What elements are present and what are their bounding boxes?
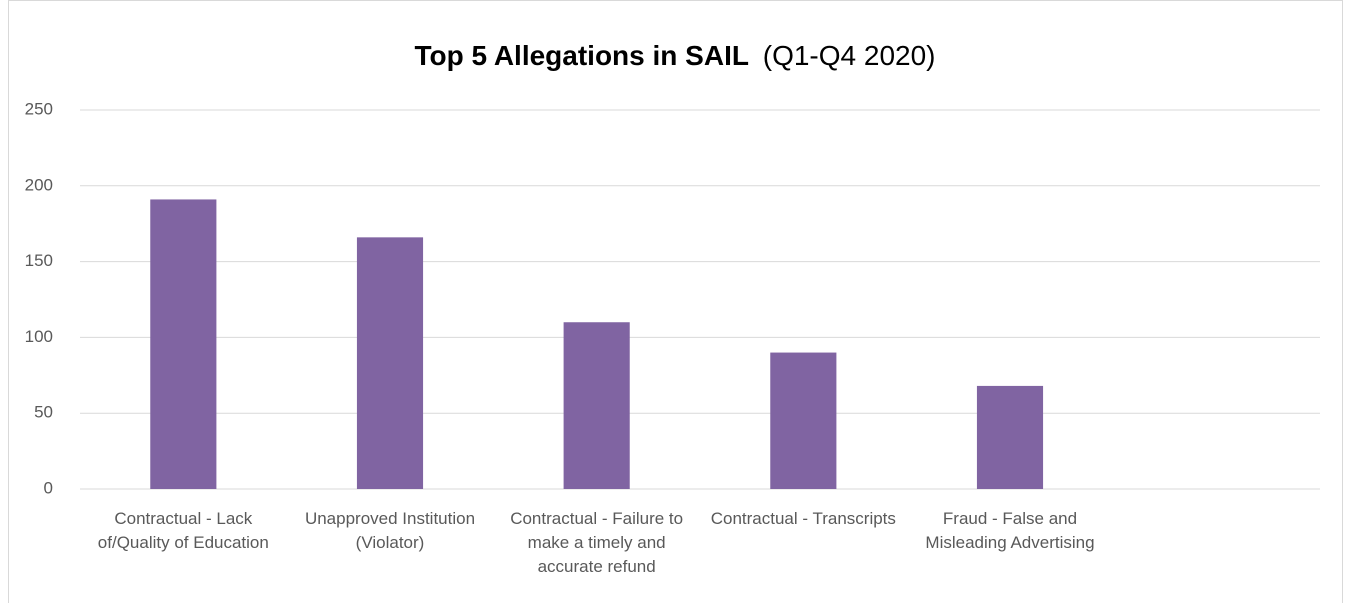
bar: [976, 385, 1044, 489]
y-tick-label: 250: [25, 99, 53, 118]
chart-border: [8, 0, 1343, 603]
chart-subtitle: (Q1-Q4 2020): [763, 40, 936, 71]
bar: [150, 199, 217, 489]
x-tick-label: Fraud - False and Misleading Advertising: [925, 509, 1095, 552]
y-tick-label: 100: [25, 327, 53, 346]
bar: [563, 322, 630, 489]
bar: [770, 352, 837, 489]
x-tick-label: Contractual - Lack of/Quality of Educati…: [97, 509, 269, 552]
x-tick-label: Contractual - Failure to make a timely a…: [510, 509, 684, 576]
chart-title-group: Top 5 Allegations in SAIL (Q1-Q4 2020): [415, 40, 936, 71]
y-tick-label: 150: [25, 251, 53, 270]
bar: [356, 237, 424, 489]
y-tick-label: 0: [44, 478, 53, 497]
x-tick-label: Contractual - Transcripts: [710, 509, 896, 528]
x-tick-label: Unapproved Institution (Violator): [304, 509, 476, 552]
chart-title: Top 5 Allegations in SAIL: [415, 40, 749, 71]
y-tick-label: 50: [34, 403, 53, 422]
y-tick-label: 200: [25, 175, 53, 194]
